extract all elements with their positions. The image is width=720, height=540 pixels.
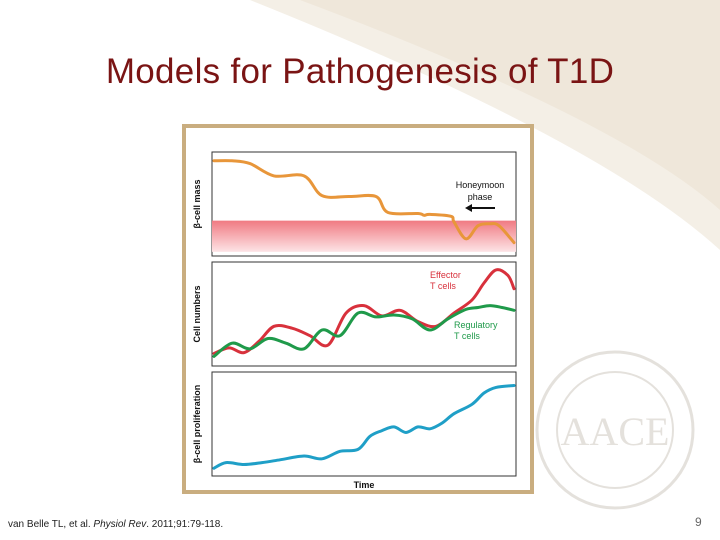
t1d-figure: β-cell mass Cell numbers β-cell proliferat…	[192, 151, 517, 490]
phase-label: phase	[468, 192, 493, 202]
citation-suffix: . 2011;91:79-118.	[146, 519, 224, 530]
honeymoon-label: Honeymoon	[456, 180, 505, 190]
series-line-middle-0	[212, 268, 516, 355]
series-line-bottom-0	[212, 384, 516, 470]
citation: van Belle TL, et al. Physiol Rev. 2011;9…	[8, 519, 223, 530]
citation-journal: Physiol Rev	[93, 519, 147, 530]
logo-lettering: AACE	[561, 409, 670, 454]
panel-bottom-box	[211, 371, 517, 477]
effector-label-line1: Effector	[430, 270, 461, 280]
page-number: 9	[695, 515, 702, 529]
slide-title: Models for Pathogenesis of T1D	[105, 52, 615, 91]
regulatory-label-line1: Regulatory	[454, 320, 498, 330]
panel-middle-ylabel: Cell numbers	[192, 285, 202, 342]
figure-frame: β-cell mass Cell numbers β-cell proliferat…	[182, 124, 534, 494]
panel-middle-box	[211, 261, 517, 367]
regulatory-label-line2: T cells	[454, 331, 480, 341]
threshold-band	[212, 220, 516, 252]
panel-top-ylabel: β-cell mass	[192, 179, 202, 228]
x-axis-label: Time	[354, 480, 375, 490]
honeymoon-arrowhead-icon	[465, 204, 472, 212]
aace-seal-logo: AACE	[535, 350, 695, 510]
panel-bottom-ylabel: β-cell proliferation	[192, 385, 202, 464]
series-line-middle-1	[212, 304, 516, 358]
effector-label-line2: T cells	[430, 281, 456, 291]
series-line-top-0	[212, 159, 516, 245]
citation-prefix: van Belle TL, et al.	[8, 519, 94, 530]
